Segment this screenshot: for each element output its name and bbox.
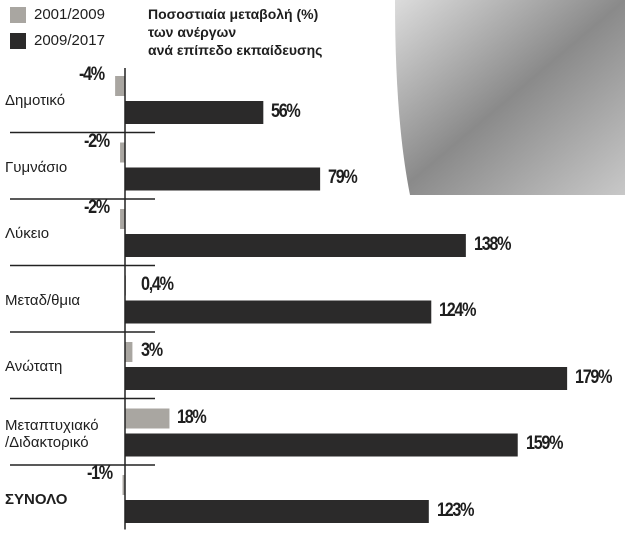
value-label: -1% <box>87 463 112 485</box>
value-label: 3% <box>141 340 162 362</box>
legend-label: 2009/2017 <box>34 32 105 49</box>
chart: Ποσοστιαία μεταβολή (%) των ανέργων ανά … <box>0 0 625 533</box>
category-label: Δημοτικό <box>5 92 65 109</box>
chart-title: Ποσοστιαία μεταβολή (%) των ανέργων ανά … <box>148 5 322 60</box>
value-label: -2% <box>84 197 109 219</box>
value-label: 124% <box>439 300 475 322</box>
value-label: 18% <box>177 407 206 429</box>
bar <box>125 367 567 390</box>
category-label: Μεταδ/θμια <box>5 292 80 309</box>
category-label: Γυμνάσιο <box>5 159 67 176</box>
value-label: 123% <box>437 500 473 522</box>
category-label: ΣΥΝΟΛΟ <box>5 491 67 508</box>
bar <box>125 342 132 362</box>
bar <box>125 234 466 257</box>
value-label: 0,4% <box>141 274 173 296</box>
value-label: 138% <box>474 234 510 256</box>
bar <box>125 101 263 124</box>
bar <box>125 409 169 429</box>
legend-swatch <box>10 7 26 23</box>
legend-label: 2001/2009 <box>34 6 105 23</box>
category-label: Μεταπτυχιακό /Διδακτορικό <box>5 417 99 452</box>
category-label: Ανώτατη <box>5 358 62 375</box>
bar <box>125 301 431 324</box>
value-label: -4% <box>79 64 104 86</box>
category-label: Λύκειο <box>5 225 49 242</box>
bar <box>125 500 429 523</box>
value-label: -2% <box>84 131 109 153</box>
photo <box>395 0 625 195</box>
legend-swatch <box>10 33 26 49</box>
bar <box>125 168 320 191</box>
value-label: 79% <box>328 167 357 189</box>
value-label: 179% <box>575 367 611 389</box>
bar <box>115 76 125 96</box>
value-label: 56% <box>271 101 300 123</box>
value-label: 159% <box>526 433 562 455</box>
bar <box>125 434 518 457</box>
